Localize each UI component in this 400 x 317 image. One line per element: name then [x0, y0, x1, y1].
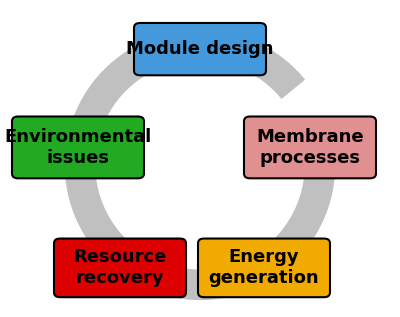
FancyBboxPatch shape — [134, 23, 266, 75]
Text: Resource
recovery: Resource recovery — [73, 249, 167, 287]
Text: Module design: Module design — [126, 40, 274, 58]
Text: Membrane
processes: Membrane processes — [256, 128, 364, 167]
FancyBboxPatch shape — [198, 239, 330, 297]
Text: Energy
generation: Energy generation — [209, 249, 319, 287]
FancyBboxPatch shape — [12, 116, 144, 178]
FancyBboxPatch shape — [244, 116, 376, 178]
Text: Environmental
issues: Environmental issues — [4, 128, 152, 167]
FancyBboxPatch shape — [54, 239, 186, 297]
